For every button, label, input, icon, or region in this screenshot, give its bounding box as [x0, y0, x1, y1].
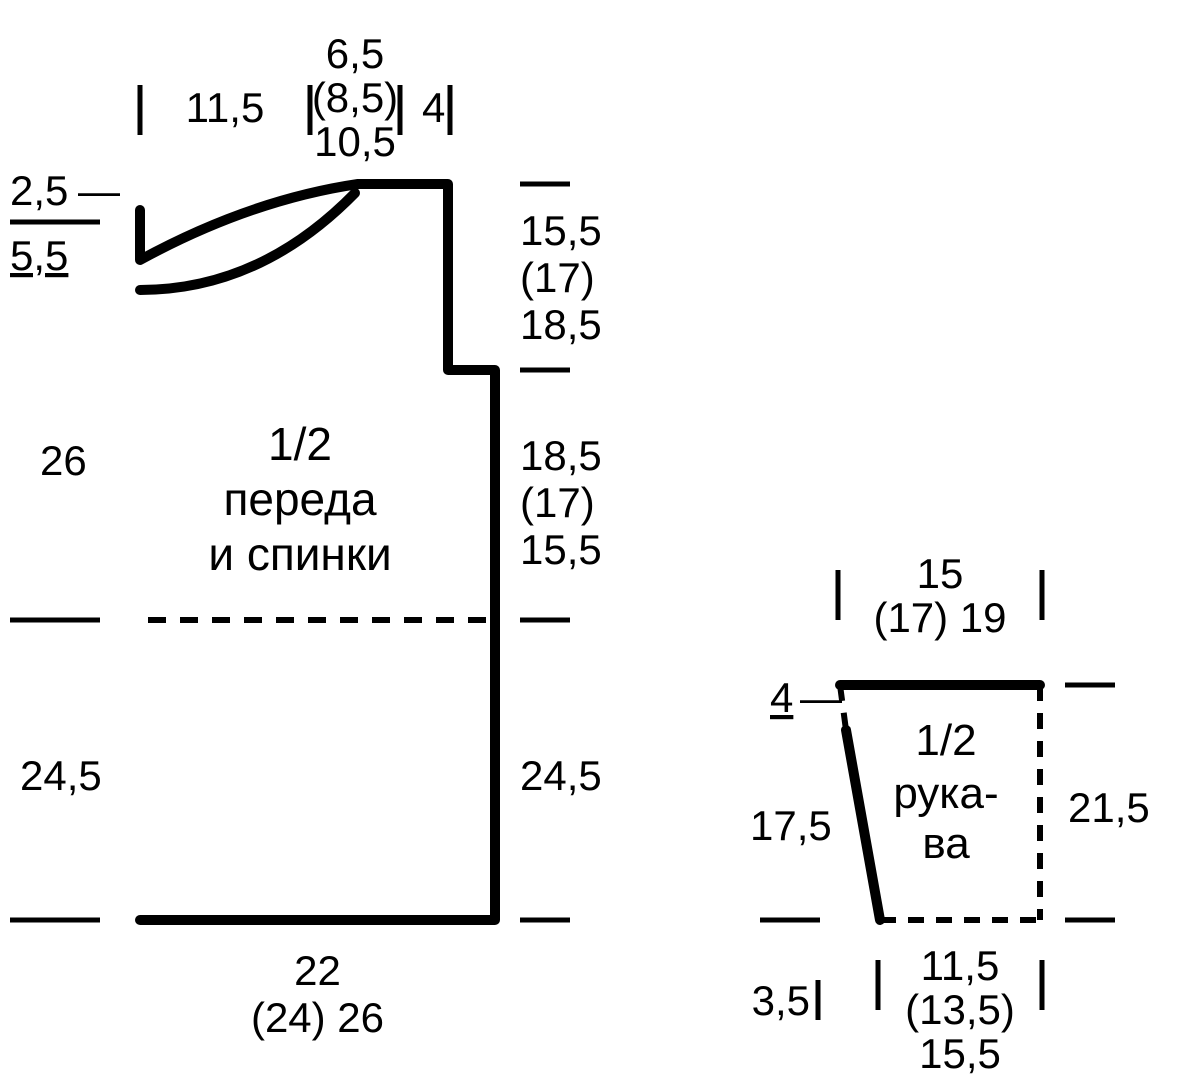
sleeve-slant	[846, 730, 880, 920]
left-v3: 26	[40, 437, 87, 484]
sleeve-left-v2: 17,5	[750, 802, 832, 849]
sleeve-label-1: 1/2	[915, 716, 976, 765]
body-label-2: переда	[223, 473, 376, 525]
sleeve-left-dash: —	[800, 674, 842, 721]
left-v1: 2,5	[10, 167, 68, 214]
right-a2: (17)	[520, 254, 595, 301]
sleeve-bot-v1: 11,5	[921, 942, 1000, 989]
top-val1: 11,5	[186, 84, 265, 131]
sleeve-top-v1: 15	[917, 550, 964, 597]
left-v2: 5,5	[10, 232, 68, 279]
right-b3: 15,5	[520, 526, 602, 573]
sleeve-bot-v3: 15,5	[919, 1030, 1001, 1077]
right-a1: 15,5	[520, 207, 602, 254]
bottom-v1: 22	[294, 947, 341, 994]
top-val2b: (8,5)	[312, 74, 398, 121]
sleeve-label-3: ва	[922, 819, 970, 868]
right-b2: (17)	[520, 479, 595, 526]
sleeve-bot-v2: (13,5)	[905, 986, 1015, 1033]
top-val3: 4	[422, 84, 445, 131]
sleeve-bot-v0: 3,5	[752, 977, 810, 1024]
sleeve-right-v1: 21,5	[1068, 784, 1150, 831]
left-v4: 24,5	[20, 752, 102, 799]
sleeve-label-2: рука-	[893, 769, 998, 818]
body-label-1: 1/2	[268, 418, 332, 470]
top-val2c: 10,5	[314, 118, 396, 165]
body-label-3: и спинки	[208, 528, 391, 580]
right-c: 24,5	[520, 752, 602, 799]
sleeve-left-v1: 4	[770, 674, 793, 721]
right-b1: 18,5	[520, 432, 602, 479]
top-val2a: 6,5	[326, 30, 384, 77]
sleeve-top-v2: (17) 19	[873, 594, 1006, 641]
bottom-v2: (24) 26	[251, 994, 384, 1041]
left-dash1: —	[78, 167, 120, 214]
right-a3: 18,5	[520, 301, 602, 348]
